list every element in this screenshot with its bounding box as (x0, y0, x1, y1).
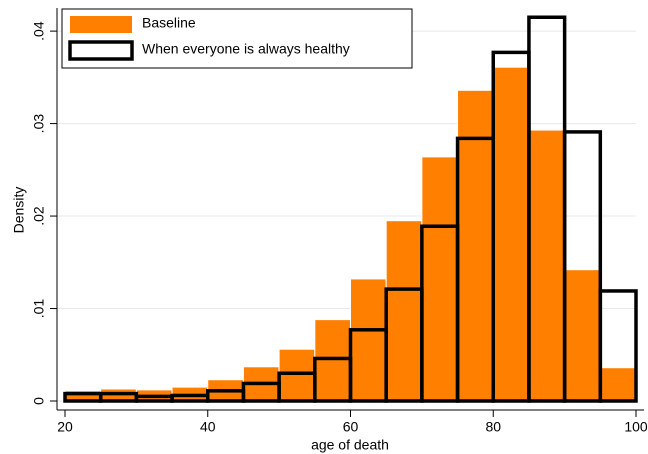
x-tick-label: 100 (624, 419, 648, 435)
x-tick-label: 60 (343, 419, 359, 435)
legend-label: Baseline (142, 15, 196, 31)
histogram-bar (278, 348, 316, 402)
histogram-bar (598, 289, 638, 403)
histogram-bar (528, 129, 566, 402)
legend-label: When everyone is always healthy (142, 41, 350, 57)
y-tick-label: .04 (31, 21, 47, 41)
x-tick-label: 40 (200, 419, 216, 435)
x-tick-label: 80 (485, 419, 501, 435)
x-axis-title: age of death (311, 437, 389, 453)
histogram-bar (421, 156, 459, 402)
histogram-bar (564, 269, 601, 402)
y-axis-title: Density (11, 187, 27, 234)
histogram-bar (350, 278, 387, 402)
legend-swatch (68, 40, 134, 61)
y-tick-label: .01 (31, 299, 47, 319)
histogram-bar (562, 130, 603, 403)
y-tick-label: 0 (31, 397, 47, 405)
histogram-bar (492, 66, 530, 402)
y-tick-label: .02 (31, 206, 47, 226)
histogram-bar (314, 319, 351, 402)
y-tick-label: .03 (31, 114, 47, 134)
histogram-bar (385, 220, 423, 402)
histogram-bar (599, 367, 637, 402)
legend-swatch (70, 16, 132, 33)
x-tick-label: 20 (57, 419, 73, 435)
